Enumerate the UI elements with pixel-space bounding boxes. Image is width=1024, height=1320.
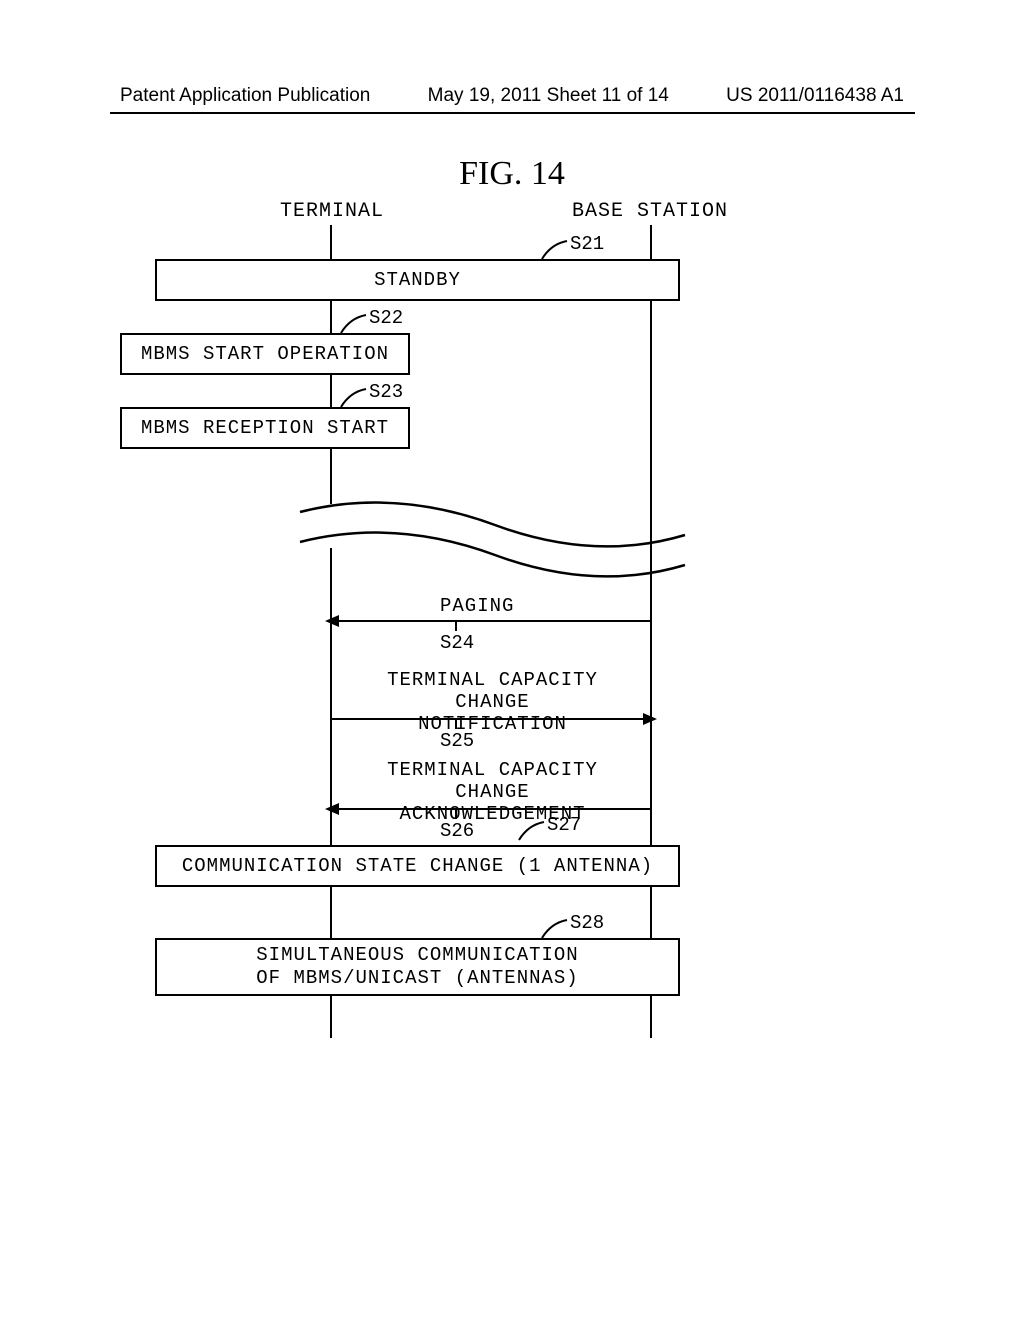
actor-terminal-label: TERMINAL [280,200,384,223]
lifeline-base-station-seg5 [650,996,652,1038]
step-label-s27: S27 [547,814,581,836]
step-label-s24: S24 [440,632,474,654]
tick-s24 [455,621,457,631]
arrow-head-capacity-notif [643,713,657,725]
sequence-diagram: TERMINAL BASE STATION S21 STANDBY S22 MB… [120,200,880,1250]
tick-s25 [455,719,457,729]
tick-s26 [455,809,457,819]
step-label-s21: S21 [570,233,604,255]
header-rule [110,112,915,114]
lifeline-base-station [650,225,652,259]
box-standby-text: STANDBY [374,269,461,291]
lifeline-base-station-seg4 [650,887,652,938]
arrow-paging [334,620,650,622]
box-comm-state-change: COMMUNICATION STATE CHANGE (1 ANTENNA) [155,845,680,887]
time-gap [295,500,695,580]
box-simultaneous-comm: SIMULTANEOUS COMMUNICATION OF MBMS/UNICA… [155,938,680,996]
actor-base-station-label: BASE STATION [572,200,728,223]
page-header: Patent Application Publication May 19, 2… [0,85,1024,107]
box-mbms-reception: MBMS RECEPTION START [120,407,410,449]
msg-capacity-notif: TERMINAL CAPACITY CHANGE NOTIFICATION [350,670,635,736]
box-simultaneous-comm-text: SIMULTANEOUS COMMUNICATION OF MBMS/UNICA… [256,944,578,990]
header-right: US 2011/0116438 A1 [726,85,904,107]
header-middle: May 19, 2011 Sheet 11 of 14 [428,85,669,107]
step-label-s22: S22 [369,307,403,329]
step-label-s28: S28 [570,912,604,934]
step-label-s25: S25 [440,730,474,752]
arrow-capacity-ack [334,808,650,810]
lifeline-terminal-seg3 [330,375,332,407]
step-label-s23: S23 [369,381,403,403]
arrow-capacity-notif [332,718,648,720]
lifeline-terminal-seg7 [330,996,332,1038]
lifeline-terminal-seg6 [330,887,332,938]
box-standby: STANDBY [155,259,680,301]
header-left: Patent Application Publication [120,85,370,107]
arrow-head-paging [325,615,339,627]
box-mbms-reception-text: MBMS RECEPTION START [141,417,389,439]
msg-paging: PAGING [440,595,514,617]
box-mbms-start-op-text: MBMS START OPERATION [141,343,389,365]
arrow-head-capacity-ack [325,803,339,815]
lifeline-terminal-seg4 [330,449,332,504]
box-mbms-start-op: MBMS START OPERATION [120,333,410,375]
step-label-s26: S26 [440,820,474,842]
figure-title: FIG. 14 [0,155,1024,193]
lifeline-terminal-seg2 [330,301,332,333]
msg-capacity-ack: TERMINAL CAPACITY CHANGE ACKNOWLEDGEMENT [350,760,635,826]
lifeline-terminal [330,225,332,259]
box-comm-state-change-text: COMMUNICATION STATE CHANGE (1 ANTENNA) [182,855,653,877]
